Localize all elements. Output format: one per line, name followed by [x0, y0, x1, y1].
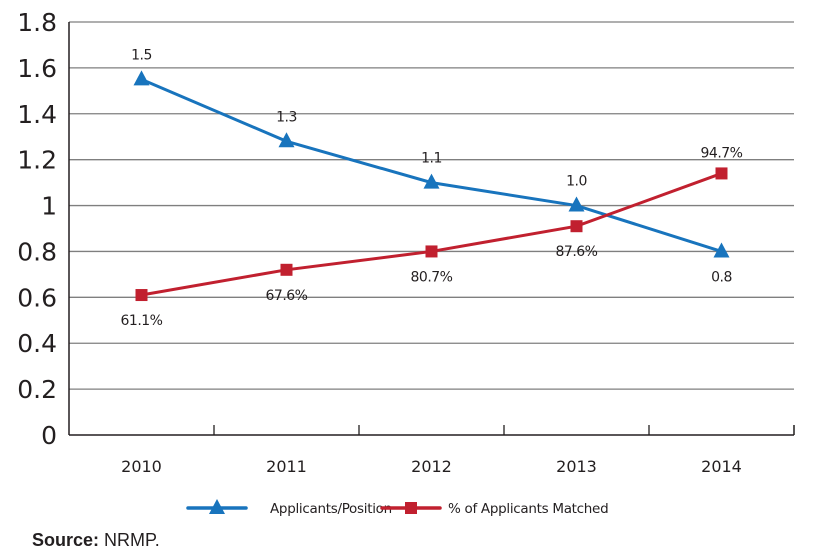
- y-tick-label: 1.6: [17, 54, 57, 83]
- data-point-marker: [713, 242, 730, 258]
- data-label: 61.1%: [121, 313, 163, 329]
- data-label: 1.1: [421, 151, 442, 167]
- y-tick-label: 1.2: [17, 146, 57, 175]
- gridlines: [69, 21, 794, 390]
- data-point-marker: [570, 220, 583, 233]
- x-tick-label: 2013: [556, 457, 597, 476]
- data-label: 94.7%: [701, 145, 743, 161]
- square-marker-icon: [405, 502, 417, 514]
- series-percent-applicants-matched: [135, 167, 728, 302]
- y-tick-label: 0.4: [17, 329, 57, 358]
- y-tick-label: 1.8: [17, 8, 57, 37]
- data-label: 67.6%: [266, 288, 308, 304]
- data-point-marker: [423, 173, 440, 189]
- data-point-marker: [568, 196, 585, 212]
- legend-item: % of Applicants Matched: [380, 501, 609, 517]
- source-note: Source: NRMP.: [32, 530, 160, 551]
- legend-label: % of Applicants Matched: [448, 501, 608, 517]
- y-tick-label: 0.6: [17, 283, 57, 312]
- data-label: 0.8: [711, 269, 732, 285]
- triangle-marker-icon: [209, 499, 225, 514]
- x-tick-label: 2012: [411, 457, 452, 476]
- axes: [68, 22, 795, 436]
- x-tick-label: 2011: [266, 457, 307, 476]
- data-point-marker: [425, 245, 438, 258]
- data-label: 1.3: [276, 109, 297, 125]
- data-point-marker: [135, 289, 148, 302]
- data-label: 80.7%: [411, 269, 453, 285]
- y-tick-label: 1.4: [17, 100, 57, 129]
- line-chart: 00.20.40.60.811.21.41.61.8 2010 2011 2012 2…: [17, 8, 795, 517]
- y-axis-tick-labels: 0 0.2 0.4 0.6 0.8 1 1.2 1.4 1.6 1.8: [17, 8, 57, 450]
- series-applicants-per-position: [133, 70, 730, 258]
- data-point-marker: [280, 263, 293, 276]
- x-tick-label: 2010: [121, 457, 162, 476]
- legend-label: Applicants/Position: [270, 501, 392, 517]
- data-point-marker: [715, 167, 728, 180]
- data-point-marker: [278, 132, 295, 148]
- source-prefix: Source:: [32, 530, 100, 550]
- source-text: NRMP.: [99, 530, 160, 550]
- data-labels: 1.5 1.3 1.1 1.0 0.8 61.1% 67.6% 80.7% 87.6% 94.7%: [121, 47, 744, 329]
- legend: Applicants/Position % of Applicants Match…: [186, 499, 609, 517]
- y-tick-label: 1: [41, 192, 57, 221]
- series-group: [133, 70, 730, 302]
- x-axis-tick-labels: 2010 2011 2012 2013 2014: [121, 457, 742, 476]
- y-tick-label: 0: [41, 421, 57, 450]
- y-tick-label: 0.8: [17, 237, 57, 266]
- data-label: 87.6%: [556, 244, 598, 260]
- legend-item: Applicants/Position: [186, 499, 392, 517]
- y-tick-label: 0.2: [17, 375, 57, 404]
- x-tick-label: 2014: [701, 457, 742, 476]
- data-label: 1.5: [131, 47, 152, 63]
- data-point-marker: [133, 70, 150, 86]
- data-label: 1.0: [566, 174, 587, 190]
